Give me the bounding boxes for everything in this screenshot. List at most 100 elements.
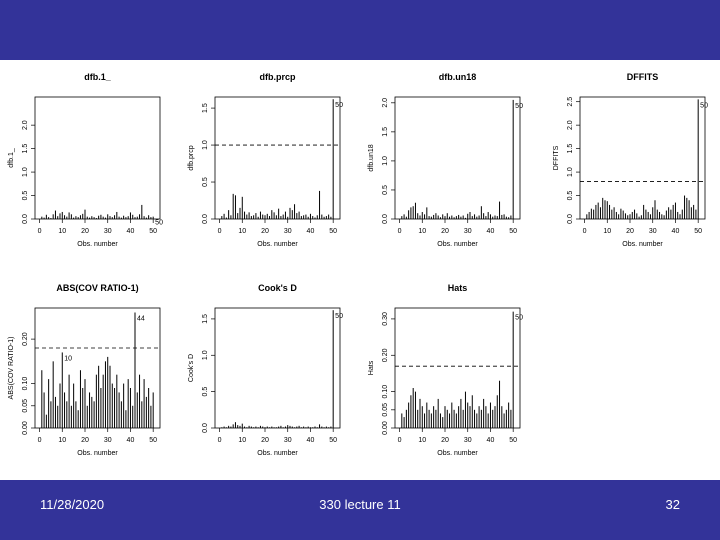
plot-frame — [579, 96, 706, 220]
y-tick-label: 1.5 — [22, 144, 29, 154]
y-tick-label: 0.20 — [22, 332, 29, 346]
y-axis-label: dfb.prcp — [188, 145, 195, 170]
page-number: 32 — [665, 497, 680, 512]
y-tick-label: 1.5 — [202, 314, 209, 324]
y-tick-label: 0.20 — [382, 348, 389, 362]
x-tick-label: 30 — [284, 437, 292, 444]
x-tick-label: 20 — [261, 437, 269, 444]
plot-title: dfb.prcp — [260, 72, 296, 82]
x-axis-label: Obs. number — [257, 241, 298, 248]
y-tick-label: 2.5 — [567, 97, 574, 107]
x-tick-label: 0 — [38, 228, 42, 235]
x-tick-label: 10 — [58, 228, 66, 235]
title-band — [0, 0, 720, 60]
y-tick-label: 0.05 — [382, 403, 389, 417]
y-tick-label: 2.0 — [382, 98, 389, 108]
x-tick-label: 30 — [284, 228, 292, 235]
y-axis-label: Hats — [368, 360, 375, 375]
y-tick-label: 0.0 — [22, 214, 29, 224]
point-label: 50 — [515, 315, 523, 322]
y-tick-label: 0.0 — [567, 214, 574, 224]
y-tick-label: 0.5 — [202, 177, 209, 187]
plot-title: ABS(COV RATIO-1) — [56, 283, 138, 293]
x-tick-label: 30 — [464, 228, 472, 235]
y-tick-label: 1.0 — [382, 156, 389, 166]
y-axis-label: dfb.un18 — [368, 144, 375, 171]
point-label: 10 — [64, 355, 72, 362]
x-tick-label: 30 — [464, 437, 472, 444]
y-tick-label: 0.00 — [382, 421, 389, 435]
plot-title: dfb.1_ — [84, 72, 111, 82]
point-label: 50 — [155, 220, 163, 227]
plot-panel-4: DFFITS 50 0 10 20 30 40 50 Obs. number 0.0 0.5 1.0 1… — [553, 72, 708, 248]
point-label: 50 — [335, 313, 343, 320]
x-tick-label: 40 — [127, 228, 135, 235]
y-axis-label: Cook's D — [188, 354, 195, 382]
y-tick-label: 1.0 — [202, 350, 209, 360]
y-tick-label: 1.0 — [202, 140, 209, 150]
y-axis-label: DFFITS — [553, 145, 560, 170]
x-axis-label: Obs. number — [437, 450, 478, 457]
plot-panel-6: Cook's D 50 0 10 20 30 40 50 Obs. number 0.0 0.5 1.… — [188, 283, 343, 457]
x-tick-label: 40 — [672, 228, 680, 235]
plot-frame — [34, 96, 161, 220]
x-axis-label: Obs. number — [257, 450, 298, 457]
y-tick-label: 0.00 — [22, 421, 29, 435]
x-tick-label: 30 — [649, 228, 657, 235]
x-tick-label: 30 — [104, 437, 112, 444]
point-label: 50 — [335, 102, 343, 109]
x-tick-label: 20 — [81, 228, 89, 235]
x-tick-label: 10 — [418, 437, 426, 444]
footer-title: 330 lecture 11 — [319, 497, 401, 512]
y-tick-label: 0.10 — [22, 377, 29, 391]
x-tick-label: 50 — [149, 437, 157, 444]
x-tick-label: 50 — [509, 437, 517, 444]
y-tick-label: 0.5 — [567, 191, 574, 201]
x-axis-label: Obs. number — [77, 450, 118, 457]
x-tick-label: 20 — [441, 437, 449, 444]
y-tick-label: 1.0 — [22, 167, 29, 177]
y-tick-label: 0.30 — [382, 312, 389, 326]
plot-panel-2: dfb.prcp 50 0 10 20 30 40 50 Obs. number 0.0 0.5 1.… — [188, 72, 343, 248]
plot-title: Cook's D — [258, 283, 297, 293]
point-label: 50 — [515, 103, 523, 110]
y-axis-label: ABS(COV RATIO-1) — [8, 337, 15, 400]
x-tick-label: 50 — [509, 228, 517, 235]
y-tick-label: 1.5 — [382, 127, 389, 137]
plot-panel-7: Hats 50 0 10 20 30 40 50 Obs. number 0.00 0.05 0.10… — [368, 283, 523, 457]
x-tick-label: 20 — [81, 437, 89, 444]
x-tick-label: 20 — [441, 228, 449, 235]
y-tick-label: 2.0 — [22, 120, 29, 130]
x-tick-label: 10 — [58, 437, 66, 444]
diagnostic-plots-figure: dfb.1_ 50 0 10 20 30 40 50 Obs. number 0.0 0.5 1.0 1… — [0, 60, 720, 480]
x-tick-label: 0 — [218, 228, 222, 235]
x-tick-label: 20 — [626, 228, 634, 235]
y-tick-label: 0.0 — [202, 214, 209, 224]
x-axis-label: Obs. number — [437, 241, 478, 248]
plot-frame — [34, 307, 161, 429]
x-tick-label: 50 — [149, 228, 157, 235]
y-tick-label: 0.10 — [382, 385, 389, 399]
x-tick-label: 0 — [583, 228, 587, 235]
x-tick-label: 0 — [398, 437, 402, 444]
x-tick-label: 20 — [261, 228, 269, 235]
x-axis-label: Obs. number — [77, 241, 118, 248]
plots-svg: dfb.1_ 50 0 10 20 30 40 50 Obs. number 0.0 0.5 1.0 1… — [8, 72, 708, 457]
plot-title: DFFITS — [627, 72, 659, 82]
y-tick-label: 0.05 — [22, 399, 29, 413]
x-tick-label: 0 — [38, 437, 42, 444]
point-label: 50 — [700, 102, 708, 109]
x-tick-label: 40 — [487, 437, 495, 444]
y-tick-label: 0.5 — [22, 191, 29, 201]
plot-frame — [214, 96, 341, 220]
x-axis-label: Obs. number — [622, 241, 663, 248]
y-tick-label: 1.5 — [202, 103, 209, 113]
y-tick-label: 0.0 — [202, 423, 209, 433]
y-axis-label: dfb.1_ — [8, 148, 15, 168]
footer-date: 11/28/2020 — [40, 497, 105, 512]
plot-title: dfb.un18 — [439, 72, 477, 82]
plot-panel-1: dfb.1_ 50 0 10 20 30 40 50 Obs. number 0.0 0.5 1.0 1… — [8, 72, 163, 248]
y-tick-label: 1.0 — [567, 167, 574, 177]
x-tick-label: 10 — [238, 437, 246, 444]
x-tick-label: 30 — [104, 228, 112, 235]
